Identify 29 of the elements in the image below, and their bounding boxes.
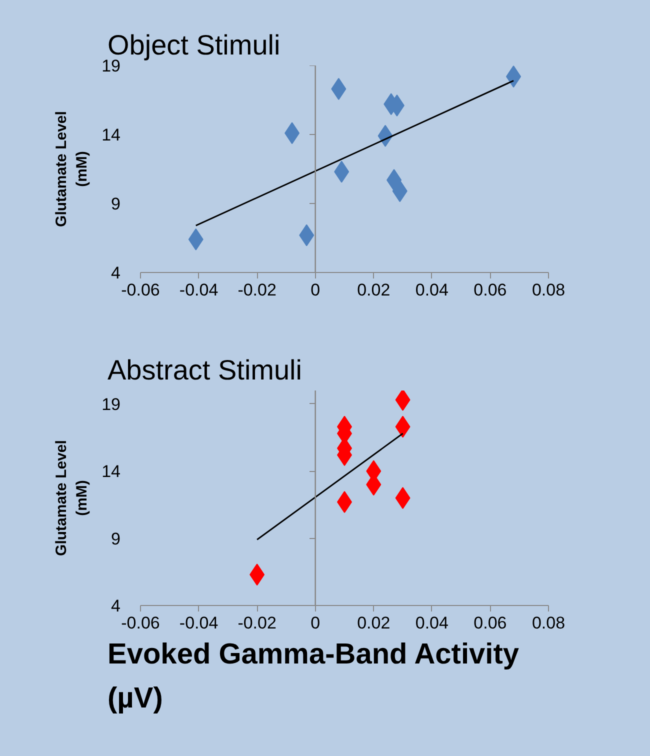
y-tick-label: 9: [111, 194, 121, 214]
x-tick-label: 0: [310, 614, 320, 632]
x-tick-label: 0.08: [532, 614, 566, 632]
point: [395, 390, 410, 411]
y-tick-label: 4: [111, 264, 121, 282]
y-axis-title: Glutamate Level (mM): [53, 111, 91, 227]
point: [395, 487, 410, 509]
x-tick-label: 0.02: [357, 614, 390, 632]
x-tick-label: 0.06: [474, 614, 507, 632]
y-tick-label: 4: [111, 596, 121, 616]
x-tick-label: -0.04: [179, 614, 218, 632]
chart-title: Abstract Stimuli: [108, 354, 302, 386]
x-tick-label: 0.08: [532, 280, 566, 300]
x-axis-title: Evoked Gamma-Band Activity (µV): [108, 638, 519, 714]
x-tick-label: 0: [310, 280, 320, 300]
x-tick-label: 0.04: [415, 280, 448, 300]
y-tick-label: 9: [111, 529, 121, 548]
y-tick-label: 14: [102, 126, 121, 144]
x-tick-label: -0.02: [238, 614, 276, 632]
x-tick-label: -0.06: [121, 614, 160, 632]
y-tick-label: 19: [102, 394, 121, 414]
x-tick-label: 0.04: [415, 614, 448, 632]
x-tick-label: 0.02: [357, 280, 390, 300]
y-axis-title: Glutamate Level (mM): [53, 440, 91, 556]
x-tick-label: -0.06: [121, 280, 160, 300]
y-tick-label: 14: [102, 462, 121, 482]
x-tick-label: 0.06: [474, 280, 507, 300]
x-tick-label: -0.02: [238, 280, 276, 300]
x-tick-label: -0.04: [179, 280, 218, 300]
